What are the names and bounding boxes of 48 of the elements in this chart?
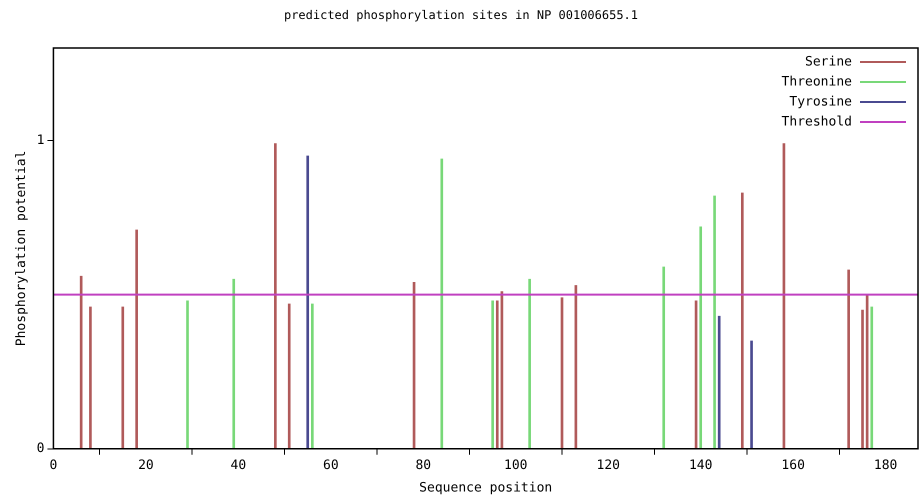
bar xyxy=(699,226,702,449)
bar xyxy=(121,306,124,449)
x-tick-label: 40 xyxy=(230,458,246,473)
bar xyxy=(662,266,666,449)
bar xyxy=(412,282,416,449)
bar xyxy=(306,156,310,449)
x-tick-label: 60 xyxy=(323,458,339,473)
y-axis-title: Phosphorylation potential xyxy=(14,150,30,346)
x-tick-label: 160 xyxy=(781,458,805,473)
x-tick-label: 80 xyxy=(415,458,432,473)
bar xyxy=(847,270,850,449)
legend-label: Threshold xyxy=(782,114,852,130)
legend-label: Serine xyxy=(805,54,852,70)
chart-title: predicted phosphorylation sites in NP 001006655.1 xyxy=(282,8,639,22)
y-tick-label: 1 xyxy=(36,132,44,148)
bar xyxy=(274,143,277,449)
bar xyxy=(750,340,753,449)
bar xyxy=(782,143,786,449)
bar xyxy=(135,230,138,449)
bar xyxy=(560,297,564,449)
legend-label: Tyrosine xyxy=(789,94,852,110)
x-tick-label: 100 xyxy=(504,458,528,473)
bar xyxy=(496,300,499,449)
bar xyxy=(232,278,236,449)
bar xyxy=(440,158,444,449)
legend-label: Threonine xyxy=(782,74,852,90)
bar xyxy=(491,300,494,449)
bar xyxy=(288,304,291,449)
bar xyxy=(186,300,189,449)
x-axis-title: Sequence position xyxy=(419,480,552,496)
bar xyxy=(740,192,744,449)
bar xyxy=(80,276,82,449)
bar xyxy=(718,316,721,449)
x-tick-label: 0 xyxy=(50,458,58,473)
bar xyxy=(89,306,92,449)
bar xyxy=(870,306,874,449)
bar xyxy=(861,310,864,449)
x-tick-label: 180 xyxy=(874,458,898,473)
bar xyxy=(574,285,578,449)
bar xyxy=(500,291,504,449)
bar xyxy=(311,304,314,449)
x-tick-label: 140 xyxy=(688,458,712,473)
x-tick-label: 20 xyxy=(138,458,154,473)
bar xyxy=(528,278,531,449)
bar xyxy=(866,294,868,449)
bar xyxy=(694,300,698,449)
x-tick-label: 120 xyxy=(596,458,620,473)
bar xyxy=(713,196,716,449)
